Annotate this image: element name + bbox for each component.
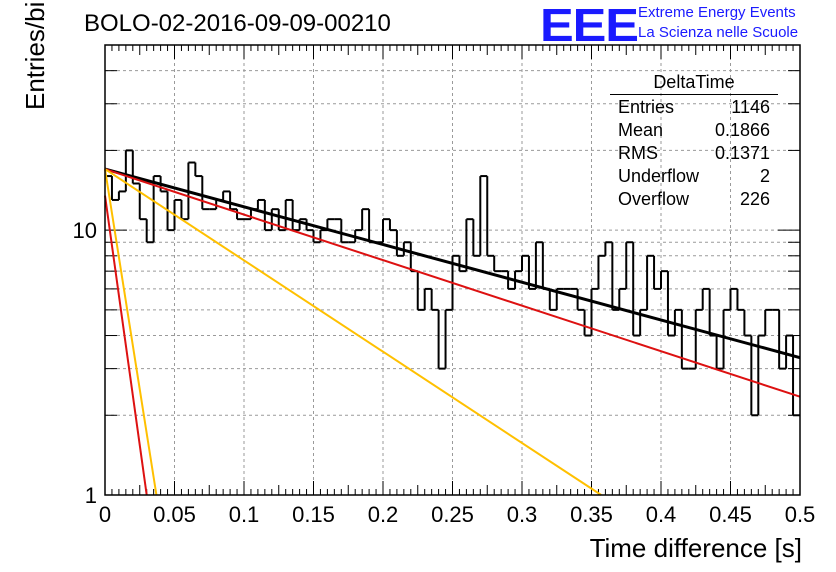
fit-curve-red [104,195,148,496]
x-tick-label: 0.5 [785,502,816,527]
x-axis-label: Time difference [s] [589,533,802,563]
chart-title: BOLO-02-2016-09-09-00210 [84,10,391,37]
stat-label: Mean [618,120,664,140]
plot-frame [104,44,801,496]
stat-row-rms: RMS 0.1371 [610,143,778,166]
y-tick-label: 1 [85,483,97,508]
stat-value: 226 [739,189,770,209]
stat-row-entries: Entries 1146 [610,97,778,120]
y-axis-label: Entries/bin [20,0,50,110]
stat-value: 0.1371 [714,143,770,163]
stat-value: 2 [759,166,770,186]
stat-row-mean: Mean 0.1866 [610,120,778,143]
fit-curve-red [104,168,801,398]
fit-curve-black [104,167,801,360]
y-tick-label: 10 [73,218,97,243]
x-tick-label: 0.25 [431,502,474,527]
x-tick-label: 0.1 [229,502,260,527]
x-tick-label: 0.4 [646,502,677,527]
x-tick-label: 0.35 [570,502,613,527]
fit-curve-yellow [104,168,158,496]
fit-curve-yellow [104,168,602,496]
x-tick-label: 0.05 [153,502,196,527]
stat-label: Underflow [618,166,700,186]
x-tick-label: 0.2 [368,502,399,527]
stat-label: RMS [618,143,658,163]
stat-value: 1146 [731,97,770,117]
stats-title: DeltaTime [610,72,778,95]
logo-line-1: Extreme Energy Events [638,4,796,21]
x-tick-label: 0.15 [292,502,335,527]
stat-label: Overflow [618,189,690,209]
x-tick-label: 0 [99,502,111,527]
stat-row-underflow: Underflow 2 [610,166,778,189]
stat-value: 0.1866 [714,120,770,140]
stats-box: DeltaTime Entries 1146 Mean 0.1866 RMS 0… [610,72,778,212]
stat-label: Entries [618,97,675,117]
logo-line-2: La Scienza nelle Scuole [638,24,799,41]
x-tick-label: 0.45 [709,502,752,527]
eee-logo: EEE [540,0,639,51]
x-tick-label: 0.3 [507,502,538,527]
stat-row-overflow: Overflow 226 [610,189,778,212]
